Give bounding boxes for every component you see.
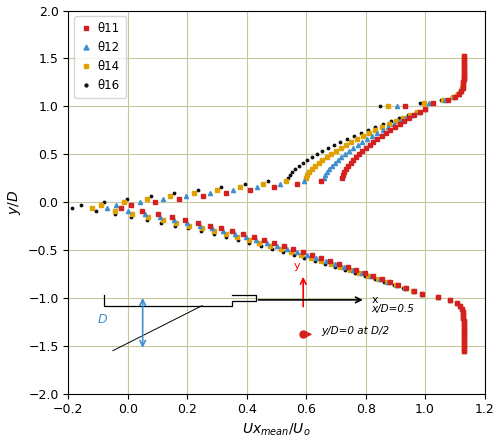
θ14 (419, 291, 425, 297)
Y-axis label: $y/D$: $y/D$ (6, 190, 22, 215)
Text: x/D=0.5: x/D=0.5 (372, 304, 414, 314)
θ14 (460, 77, 466, 82)
θ12 (461, 53, 467, 58)
θ12 (460, 68, 466, 73)
θ16 (124, 196, 130, 201)
Line: θ12: θ12 (104, 54, 466, 353)
θ11 (460, 68, 466, 73)
θ11 (461, 53, 467, 58)
θ11 (387, 279, 393, 285)
θ11 (340, 172, 346, 178)
θ11 (176, 196, 182, 201)
θ16 (419, 291, 425, 297)
θ14 (144, 196, 150, 201)
θ12 (419, 291, 425, 297)
θ12 (461, 348, 467, 353)
θ12 (160, 196, 166, 201)
Text: y: y (294, 261, 300, 271)
θ16 (460, 77, 466, 82)
θ14 (304, 172, 310, 178)
Line: θ16: θ16 (70, 53, 466, 353)
θ16 (287, 172, 293, 178)
θ14 (461, 53, 467, 58)
θ12 (322, 172, 328, 178)
X-axis label: $Ux_{mean}/U_o$: $Ux_{mean}/U_o$ (242, 422, 311, 438)
θ16 (461, 348, 467, 353)
θ16 (461, 53, 467, 58)
θ11 (420, 291, 426, 297)
θ16 (382, 279, 388, 285)
θ14 (461, 348, 467, 353)
Line: θ14: θ14 (90, 54, 466, 353)
Line: θ11: θ11 (119, 54, 466, 353)
Text: y/D=0 at D/2: y/D=0 at D/2 (321, 326, 389, 337)
θ11 (461, 348, 467, 353)
θ16 (460, 68, 466, 73)
Legend: θ11, θ12, θ14, θ16: θ11, θ12, θ14, θ16 (74, 16, 126, 98)
θ14 (384, 279, 390, 285)
θ12 (386, 279, 392, 285)
Text: x: x (372, 295, 378, 305)
θ12 (460, 77, 466, 82)
θ14 (460, 68, 466, 73)
Text: D: D (98, 313, 107, 326)
θ11 (460, 77, 466, 82)
